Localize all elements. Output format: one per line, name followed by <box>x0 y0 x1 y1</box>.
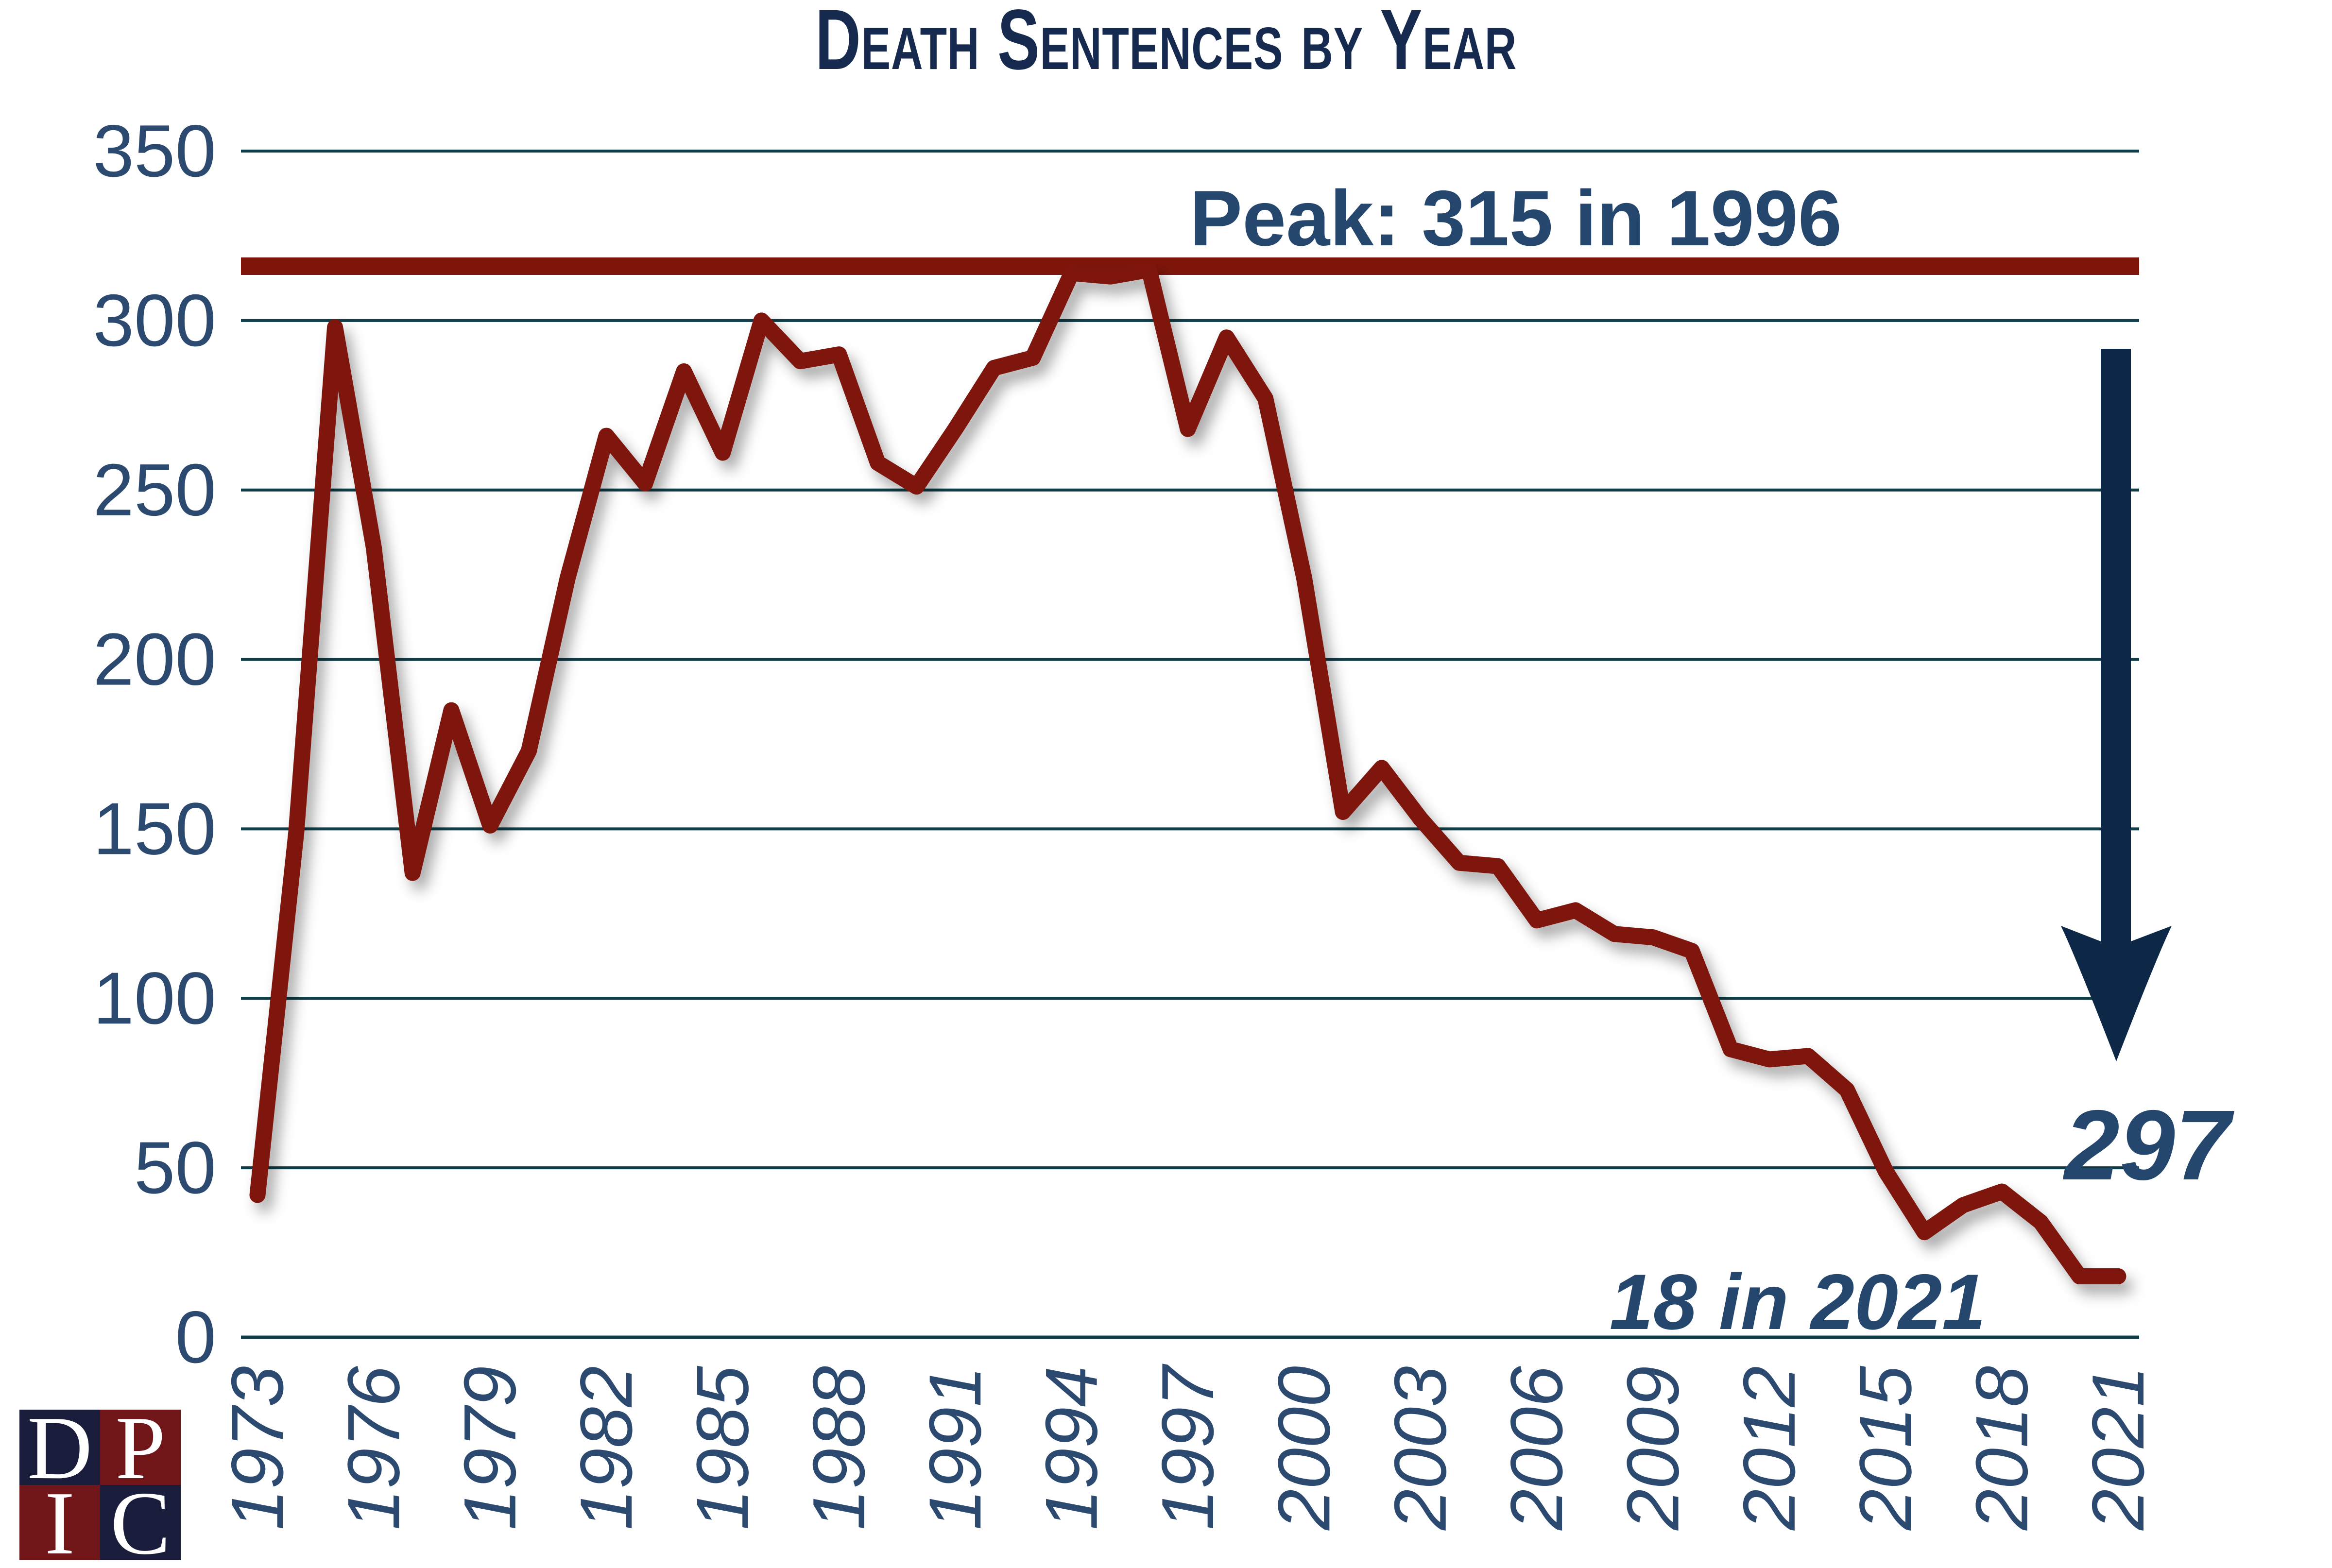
x-axis-tick-label: 2003 <box>1379 1366 1462 1531</box>
peak-annotation: Peak: 315 in 1996 <box>1190 174 1842 262</box>
y-axis-tick-label: 100 <box>93 957 216 1040</box>
death-sentences-line <box>249 261 2126 1284</box>
x-axis-tick-label: 2012 <box>1728 1366 1811 1531</box>
x-axis-tick-label: 1994 <box>1030 1366 1113 1530</box>
drop-value-annotation: 297 <box>2062 1090 2235 1201</box>
y-axis-labels: 0 50 100 150 200 250 300 350 <box>93 110 216 1379</box>
x-axis-tick-label: 2006 <box>1495 1366 1578 1531</box>
x-axis-tick-label: 1976 <box>332 1366 415 1531</box>
x-axis-tick-label: 1988 <box>798 1366 880 1530</box>
x-axis-tick-label: 1985 <box>682 1366 764 1531</box>
logo-letter-i: I <box>45 1473 75 1568</box>
chart-title: Death Sentences by Year <box>815 0 1517 87</box>
x-axis-tick-label: 1979 <box>449 1366 532 1530</box>
y-axis-tick-label: 300 <box>93 279 216 362</box>
x-axis-tick-label: 2021 <box>2077 1366 2160 1531</box>
y-axis-tick-label: 0 <box>175 1296 216 1379</box>
logo-square-red <box>19 1485 100 1560</box>
x-axis-tick-label: 1973 <box>216 1366 299 1530</box>
y-axis-tick-label: 200 <box>93 618 216 701</box>
x-axis-tick-label: 2018 <box>1961 1366 2043 1531</box>
logo-square-navy <box>19 1410 100 1485</box>
y-axis-tick-label: 350 <box>93 110 216 192</box>
x-axis-tick-label: 1997 <box>1147 1363 1229 1531</box>
logo-letter-p: P <box>115 1398 165 1498</box>
chart-title-group: Death Sentences by Year <box>815 0 1517 87</box>
logo-letter-d: D <box>27 1398 92 1498</box>
x-axis-tick-label: 2015 <box>1844 1366 1927 1531</box>
x-axis-tick-label: 1991 <box>914 1366 996 1530</box>
y-axis-tick-label: 50 <box>134 1126 216 1209</box>
x-axis-labels: 1973 1976 1979 1982 1985 1988 1991 1994 1997 2000… <box>216 1363 2160 1531</box>
x-axis-tick-label: 1982 <box>565 1366 648 1530</box>
decline-arrow-icon <box>2061 349 2172 1061</box>
latest-value-annotation: 18 in 2021 <box>1610 1258 1986 1346</box>
series-group <box>249 261 2126 1284</box>
logo-square-red <box>100 1410 181 1485</box>
x-axis-tick-label: 2009 <box>1612 1366 1695 1531</box>
y-axis-tick-label: 250 <box>93 449 216 531</box>
y-axis-tick-label: 150 <box>93 787 216 870</box>
dpic-logo: D P I C <box>19 1398 181 1568</box>
logo-letter-c: C <box>110 1473 171 1568</box>
logo-square-navy <box>100 1485 181 1560</box>
x-axis-tick-label: 2000 <box>1263 1366 1345 1531</box>
